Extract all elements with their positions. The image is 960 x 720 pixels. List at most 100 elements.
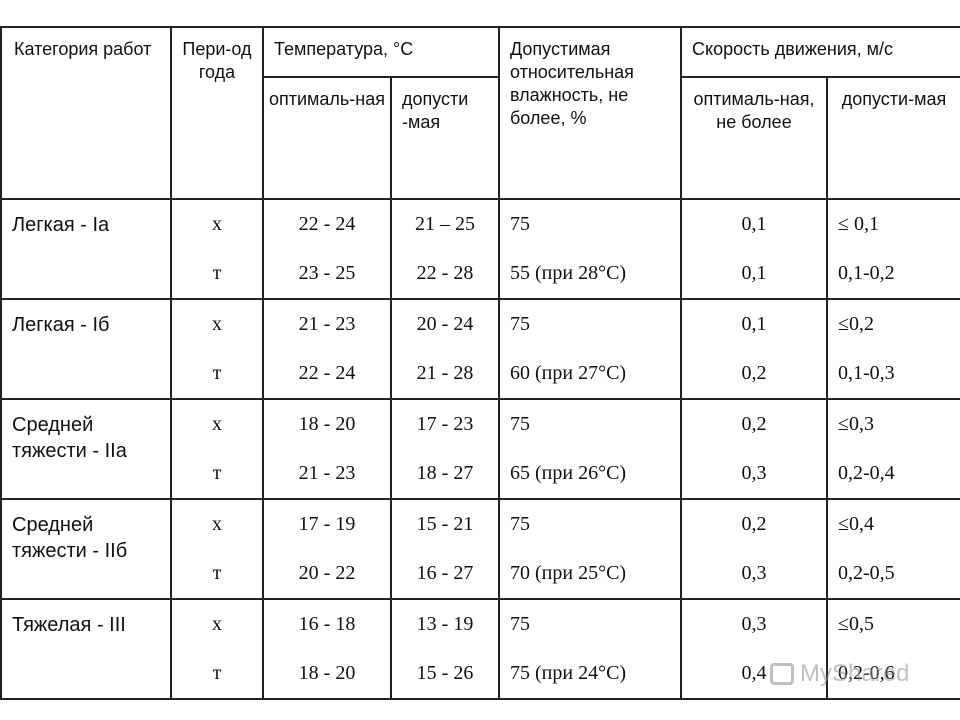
period-warm: т <box>212 462 222 484</box>
speed-optimal-warm: 0,4 <box>741 662 767 684</box>
temp-allowed-cell: 20 - 24 21 - 28 <box>390 298 500 400</box>
temp-allowed-cell: 15 - 21 16 - 27 <box>390 498 500 600</box>
work-category: Средней тяжести - IIб <box>0 498 172 600</box>
temp-optimal-cell: 22 - 24 23 - 25 <box>262 198 392 300</box>
temp-optimal-cold: 21 - 23 <box>298 313 356 335</box>
period-cold: х <box>212 513 222 535</box>
header-temp-optimal: оптималь-ная <box>262 76 392 200</box>
humidity-cell: 75 70 (при 25°С) <box>498 498 682 600</box>
speed-optimal-cell: 0,2 0,3 <box>680 398 828 500</box>
speed-allowed-cell: ≤0,4 0,2-0,5 <box>826 498 960 600</box>
speed-optimal-cell: 0,1 0,2 <box>680 298 828 400</box>
humidity-cold: 75 <box>510 213 530 235</box>
speed-allowed-cell: ≤0,5 0,2-0,6 <box>826 598 960 700</box>
period-warm: т <box>212 562 222 584</box>
header-speed-allowed: допусти-мая <box>826 76 960 200</box>
temp-optimal-cell: 17 - 19 20 - 22 <box>262 498 392 600</box>
period-warm: т <box>212 662 222 684</box>
period-cold: х <box>212 413 222 435</box>
humidity-cell: 75 75 (при 24°С) <box>498 598 682 700</box>
temp-optimal-warm: 20 - 22 <box>298 562 356 584</box>
header-humidity: Допустимая относительная влажность, не б… <box>498 26 682 200</box>
microclimate-norms-table: Категория работ Пери-од года Температура… <box>0 26 960 700</box>
speed-allowed-cold: ≤0,5 <box>838 613 874 635</box>
humidity-warm: 65 (при 26°С) <box>510 462 627 484</box>
temp-optimal-cell: 21 - 23 22 - 24 <box>262 298 392 400</box>
speed-allowed-cold: ≤0,2 <box>838 313 874 335</box>
humidity-cold: 75 <box>510 513 530 535</box>
humidity-warm: 70 (при 25°С) <box>510 562 627 584</box>
temp-allowed-warm: 22 - 28 <box>416 262 474 284</box>
speed-allowed-cold: ≤0,3 <box>838 413 874 435</box>
speed-optimal-warm: 0,3 <box>741 462 767 484</box>
temp-allowed-cell: 13 - 19 15 - 26 <box>390 598 500 700</box>
humidity-cold: 75 <box>510 413 530 435</box>
humidity-warm: 60 (при 27°С) <box>510 362 627 384</box>
temp-optimal-warm: 21 - 23 <box>298 462 356 484</box>
watermark-text: MyShared <box>800 660 910 687</box>
header-temperature: Температура, °С <box>262 26 500 78</box>
humidity-cold: 75 <box>510 613 530 635</box>
work-category: Легкая - Iб <box>0 298 172 400</box>
humidity-warm: 75 (при 24°С) <box>510 662 627 684</box>
speed-allowed-cell: ≤0,2 0,1-0,3 <box>826 298 960 400</box>
watermark: MyShared <box>770 660 909 688</box>
temp-optimal-cell: 16 - 18 18 - 20 <box>262 598 392 700</box>
speed-optimal-cell: 0,1 0,1 <box>680 198 828 300</box>
speed-optimal-cold: 0,3 <box>741 613 767 635</box>
presentation-board-icon <box>770 663 794 685</box>
temp-allowed-cold: 13 - 19 <box>416 613 474 635</box>
speed-optimal-cold: 0,2 <box>741 413 767 435</box>
speed-allowed-cell: ≤0,3 0,2-0,4 <box>826 398 960 500</box>
humidity-warm: 55 (при 28°С) <box>510 262 627 284</box>
period-cold: х <box>212 613 222 635</box>
work-category: Средней тяжести - IIа <box>0 398 172 500</box>
temp-optimal-cell: 18 - 20 21 - 23 <box>262 398 392 500</box>
speed-allowed-cell: ≤ 0,1 0,1-0,2 <box>826 198 960 300</box>
speed-optimal-cold: 0,1 <box>741 313 767 335</box>
temp-allowed-warm: 21 - 28 <box>416 362 474 384</box>
temp-allowed-cold: 17 - 23 <box>416 413 474 435</box>
period-cold: х <box>212 213 222 235</box>
header-category: Категория работ <box>0 26 172 200</box>
temp-allowed-warm: 16 - 27 <box>416 562 474 584</box>
humidity-cell: 75 60 (при 27°С) <box>498 298 682 400</box>
temp-allowed-cold: 20 - 24 <box>416 313 474 335</box>
period-warm: т <box>212 262 222 284</box>
header-speed: Скорость движения, м/с <box>680 26 960 78</box>
period-warm: т <box>212 362 222 384</box>
speed-allowed-warm: 0,1-0,3 <box>838 362 895 384</box>
temp-allowed-cell: 17 - 23 18 - 27 <box>390 398 500 500</box>
speed-optimal-cell: 0,3 0,4 <box>680 598 828 700</box>
speed-optimal-cell: 0,2 0,3 <box>680 498 828 600</box>
header-temp-allowed: допусти -мая <box>390 76 500 200</box>
speed-allowed-cold: ≤0,4 <box>838 513 874 535</box>
speed-allowed-cold: ≤ 0,1 <box>838 213 879 235</box>
humidity-cell: 75 65 (при 26°С) <box>498 398 682 500</box>
speed-optimal-cold: 0,2 <box>741 513 767 535</box>
speed-allowed-warm: 0,2-0,4 <box>838 462 895 484</box>
work-category: Тяжелая - III <box>0 598 172 700</box>
header-period: Пери-од года <box>170 26 264 200</box>
temp-allowed-cold: 15 - 21 <box>416 513 474 535</box>
temp-optimal-warm: 18 - 20 <box>298 662 356 684</box>
temp-allowed-warm: 18 - 27 <box>416 462 474 484</box>
temp-allowed-cold: 21 – 25 <box>415 213 475 235</box>
speed-optimal-cold: 0,1 <box>741 213 767 235</box>
humidity-cell: 75 55 (при 28°С) <box>498 198 682 300</box>
speed-allowed-warm: 0,1-0,2 <box>838 262 895 284</box>
period-cold: х <box>212 313 222 335</box>
speed-optimal-warm: 0,1 <box>741 262 767 284</box>
temp-allowed-warm: 15 - 26 <box>416 662 474 684</box>
speed-allowed-warm: 0,2-0,6 <box>838 662 895 684</box>
temp-optimal-cold: 16 - 18 <box>298 613 356 635</box>
